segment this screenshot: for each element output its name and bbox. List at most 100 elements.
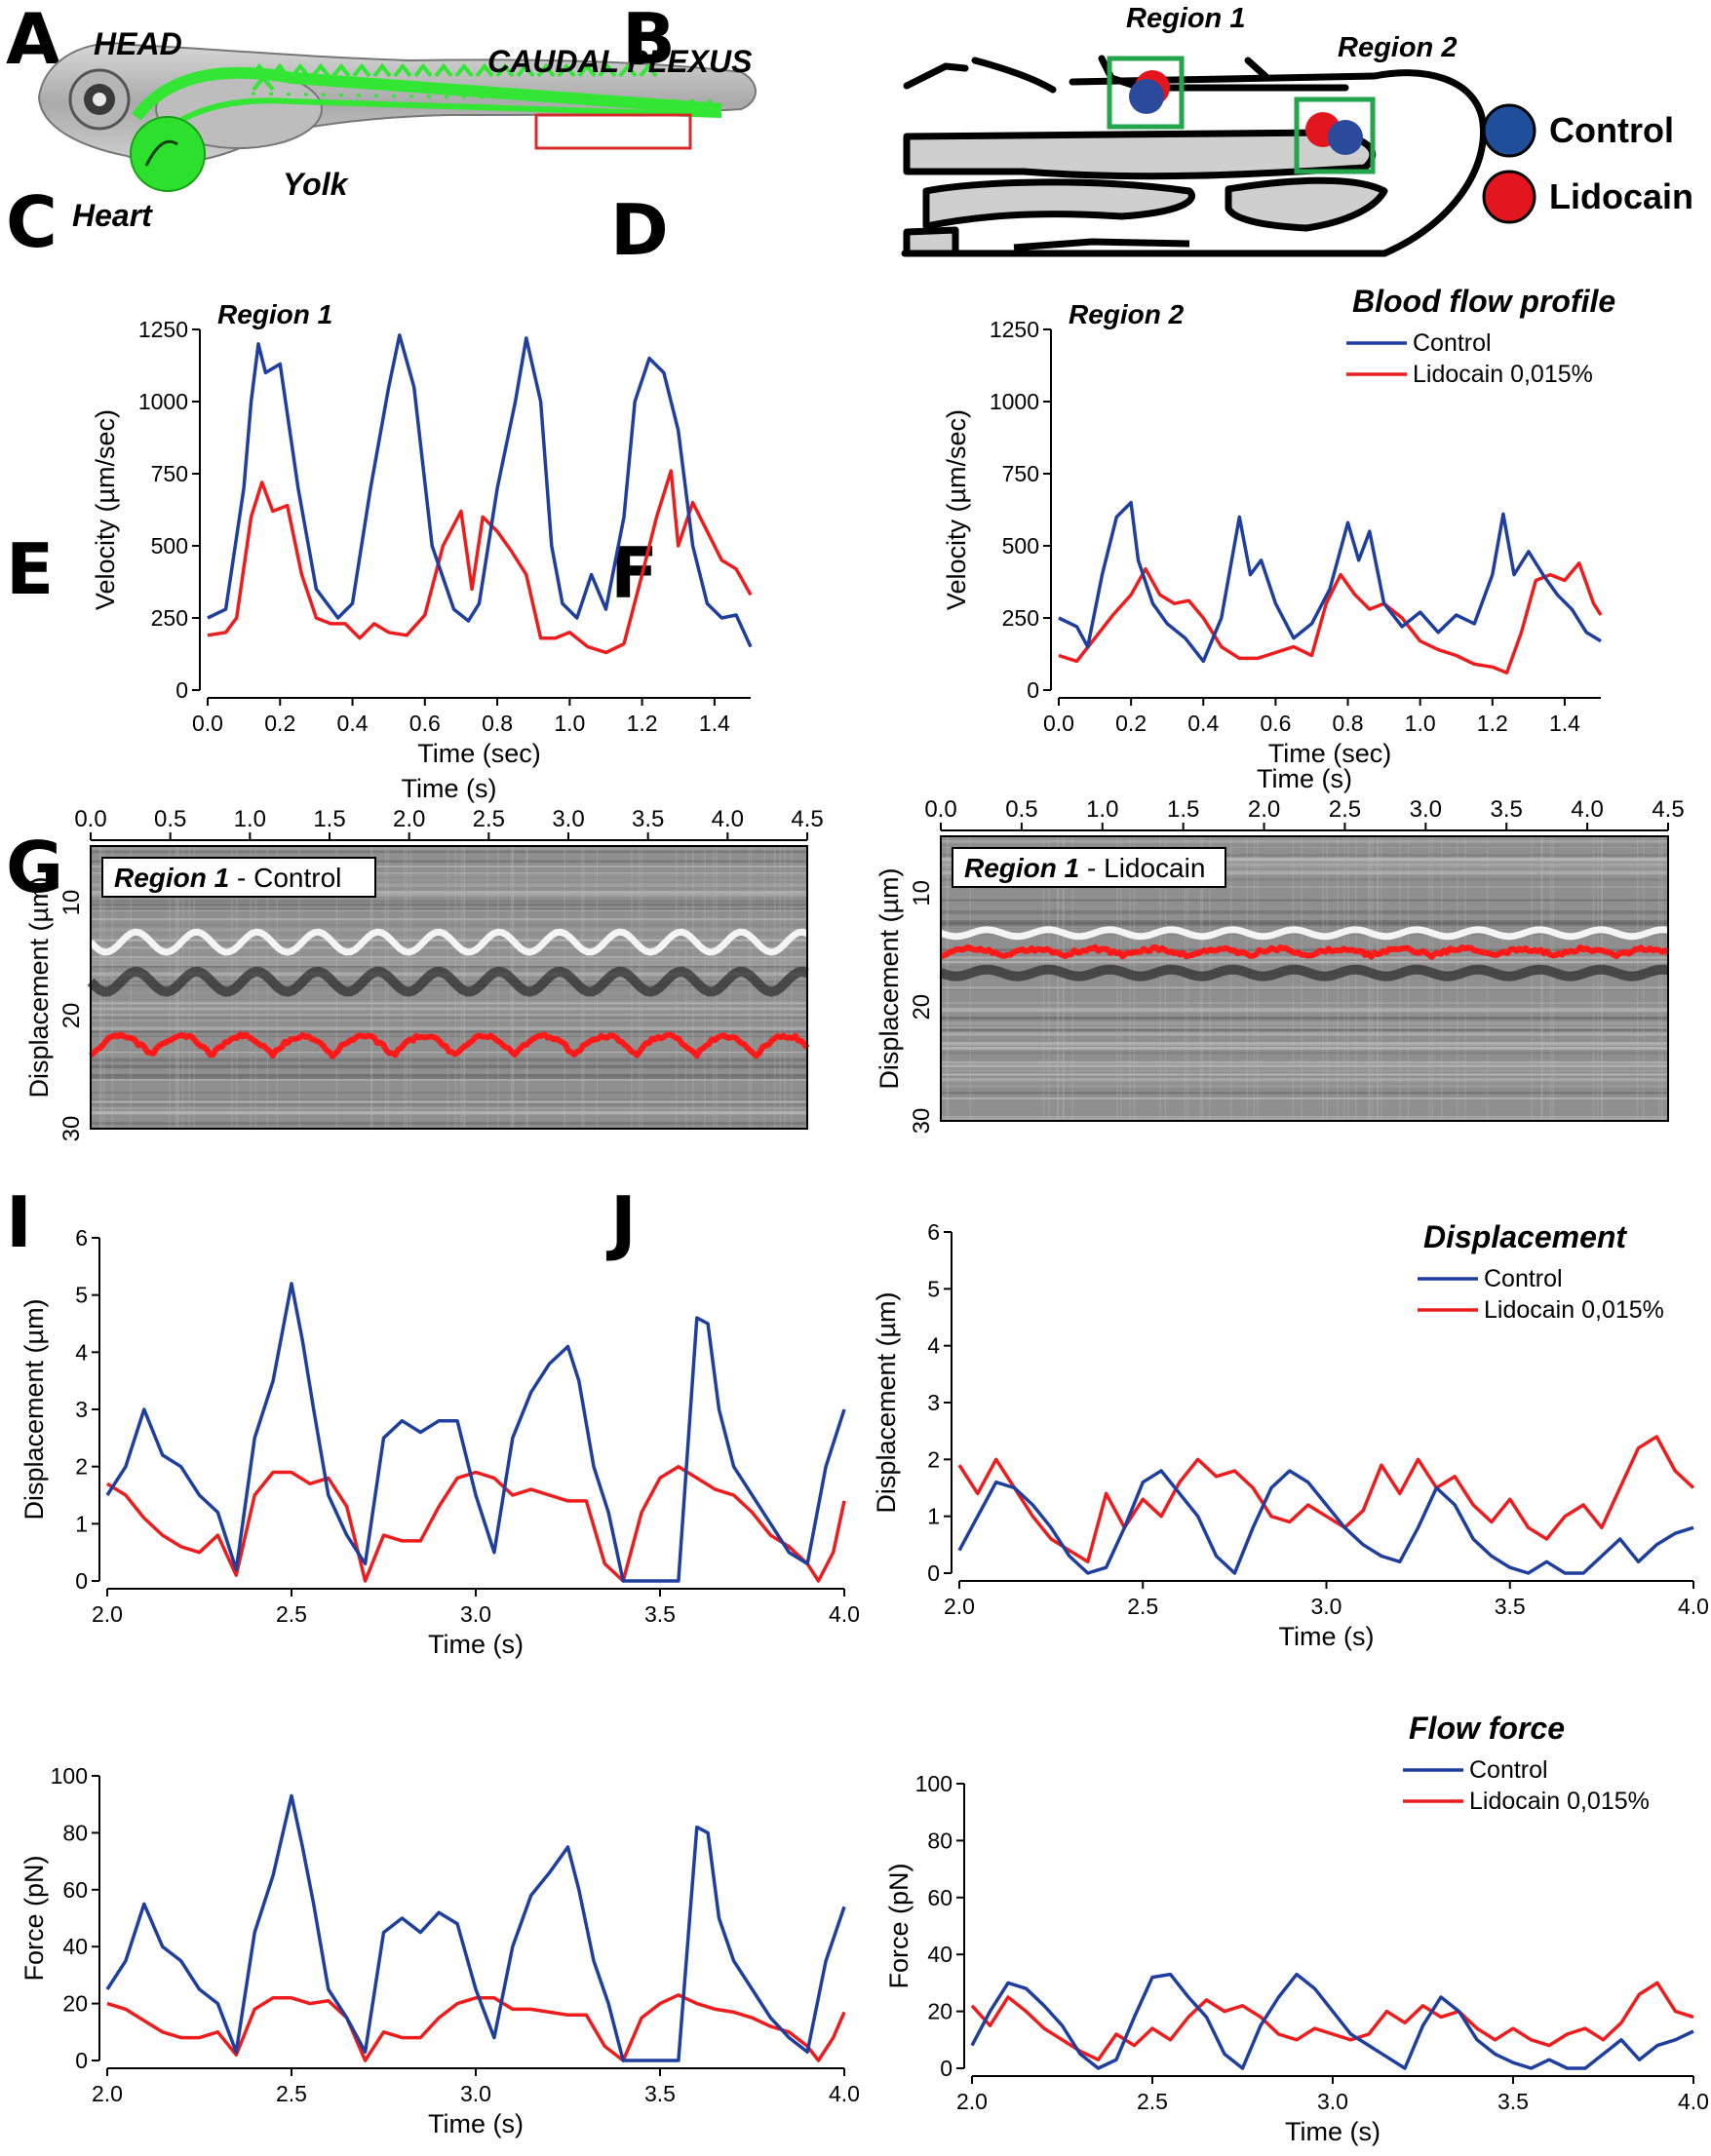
kymograph-streak <box>91 900 807 903</box>
legend-control-label: Control <box>1484 1265 1563 1292</box>
kymograph-streak <box>91 1108 807 1109</box>
x-tick-label: 2.0 <box>92 2081 123 2106</box>
kymograph-vstreak <box>387 846 389 1129</box>
kymograph-vstreak <box>1347 836 1349 1121</box>
kymograph-streak <box>91 956 807 958</box>
chart-f: 0.0 0.5 1.0 1.5 2.0 2.5 3.0 3.5 4.0 4.5Time (s)10… <box>875 764 1685 1134</box>
y-tick-label: 3 <box>75 1397 88 1422</box>
y-tick-label: 60 <box>927 1885 953 1910</box>
kymograph-streak <box>941 845 1668 847</box>
x-tick-label: 3.5 <box>644 2081 676 2106</box>
chart-c: 0.0 0.2 0.4 0.6 0.8 1.0 1.2 1.40250500750100012… <box>91 299 751 768</box>
x-tick-label: 2.5 <box>1329 796 1361 823</box>
y-tick-label: 0 <box>1027 677 1039 703</box>
kymograph-streak <box>91 1001 807 1002</box>
kymograph-streak <box>91 908 807 910</box>
y-tick-label: 250 <box>1002 605 1039 631</box>
x-axis-label: Time (s) <box>428 2109 524 2138</box>
y-tick-label: 0 <box>75 2048 88 2073</box>
kymograph-streak <box>941 1009 1668 1012</box>
kymograph-streak <box>91 1017 807 1020</box>
y-tick-label: 6 <box>75 1225 88 1251</box>
title-condition: - Lidocain <box>1079 853 1205 883</box>
y-tick-label: 250 <box>151 605 188 631</box>
kymograph-streak <box>91 959 807 962</box>
x-tick-label: 4.0 <box>712 806 744 832</box>
kymograph-vstreak <box>1601 836 1603 1121</box>
chart-e: 0.0 0.5 1.0 1.5 2.0 2.5 3.0 3.5 4.0 4.5Time (s)10… <box>24 774 824 1141</box>
x-tick-label: 0.0 <box>74 806 106 832</box>
series-control-line <box>972 1975 1693 2068</box>
y-tick-label: 4 <box>75 1339 88 1365</box>
x-tick-label: 1.0 <box>234 806 266 832</box>
kymograph-streak <box>941 1064 1668 1067</box>
kymograph-streak <box>91 1103 807 1106</box>
x-tick-label: 0.2 <box>1115 711 1147 736</box>
kymograph-streak <box>91 918 807 920</box>
y-tick-label: 0 <box>927 1560 940 1586</box>
kymograph-vstreak <box>1355 836 1357 1121</box>
kymograph-streak <box>91 925 807 926</box>
kymograph-streak <box>941 911 1668 914</box>
kymograph-vstreak <box>1553 836 1555 1121</box>
x-tick-label: 2.0 <box>944 1594 975 1619</box>
x-axis-label: Time (s) <box>1279 1622 1375 1651</box>
kymograph-streak <box>91 1111 807 1114</box>
kymograph-streak <box>91 1059 807 1062</box>
legend-title: Displacement <box>1423 1219 1627 1254</box>
kymograph-streak <box>941 1085 1668 1088</box>
y-tick-label: 30 <box>909 1108 935 1135</box>
charts-layer: 0.0 0.2 0.4 0.6 0.8 1.0 1.2 1.40250500750100012… <box>0 0 1711 2156</box>
kymograph-streak <box>91 1074 807 1076</box>
x-tick-label: 1.4 <box>699 711 730 736</box>
x-tick-label: 4.5 <box>791 806 823 832</box>
kymograph-streak <box>941 891 1668 894</box>
y-axis-label: Velocity (µm/sec) <box>91 409 120 610</box>
kymograph-vstreak <box>685 846 687 1129</box>
kymograph-streak <box>941 989 1668 990</box>
x-tick-label: 4.5 <box>1652 796 1684 823</box>
kymograph-streak <box>941 961 1668 963</box>
kymograph-vstreak <box>751 846 753 1129</box>
kymograph-streak <box>941 888 1668 889</box>
x-tick-label: 1.2 <box>627 711 658 736</box>
kymograph-streak <box>941 1042 1668 1043</box>
kymograph-streak <box>941 1078 1668 1081</box>
x-tick-label: 1.0 <box>1086 796 1118 823</box>
y-tick-label: 40 <box>62 1934 88 1959</box>
y-tick-label: 30 <box>58 1116 85 1142</box>
y-tick-label: 1 <box>927 1504 940 1529</box>
x-tick-label: 4.0 <box>1678 1594 1709 1619</box>
chart-i: 2.0 2.5 3.0 3.5 4.0 0 20 40 60 80 100 Time (s) Force… <box>19 1763 860 2138</box>
kymograph-vstreak <box>1593 836 1595 1121</box>
x-tick-label: 1.5 <box>1167 796 1199 823</box>
x-tick-label: 2.0 <box>956 2089 988 2114</box>
x-tick-label: 3.0 <box>1317 2089 1348 2114</box>
legend-lidocain-label: Lidocain 0,015% <box>1484 1296 1664 1324</box>
kymograph-streak <box>941 1092 1668 1094</box>
y-tick-label: 1000 <box>138 389 188 414</box>
x-tick-label: 2.0 <box>393 806 425 832</box>
kymograph-vstreak <box>1541 836 1543 1121</box>
x-tick-label: 2.5 <box>276 2081 307 2106</box>
kymograph-title: Region 1 - Lidocain <box>964 853 1205 883</box>
x-tick-label: 0.5 <box>154 806 186 832</box>
kymograph-vstreak <box>729 846 731 1129</box>
kymograph-vstreak <box>1230 836 1232 1121</box>
kymograph-vstreak <box>692 846 694 1129</box>
kymograph-vstreak <box>447 846 449 1129</box>
y-tick-label: 0 <box>75 1568 88 1594</box>
chart-g: 2.0 2.5 3.0 3.5 4.0 0 1 2 3 4 5 6 Time (s) Displaceme… <box>19 1225 860 1659</box>
title-region: Region 1 <box>114 863 229 893</box>
kymograph-streak <box>91 963 807 967</box>
x-tick-label: 0.0 <box>192 711 223 736</box>
kymograph-streak <box>91 1034 807 1036</box>
kymograph-vstreak <box>1428 836 1430 1121</box>
kymograph-streak <box>941 920 1668 923</box>
x-tick-label: 3.0 <box>460 2081 491 2106</box>
kymograph-streak <box>91 1007 807 1009</box>
x-tick-label: 3.0 <box>1311 1594 1342 1619</box>
kymograph-vstreak <box>1597 836 1599 1121</box>
x-tick-label: 2.5 <box>276 1601 307 1627</box>
x-axis-label: Time (s) <box>1257 764 1352 793</box>
